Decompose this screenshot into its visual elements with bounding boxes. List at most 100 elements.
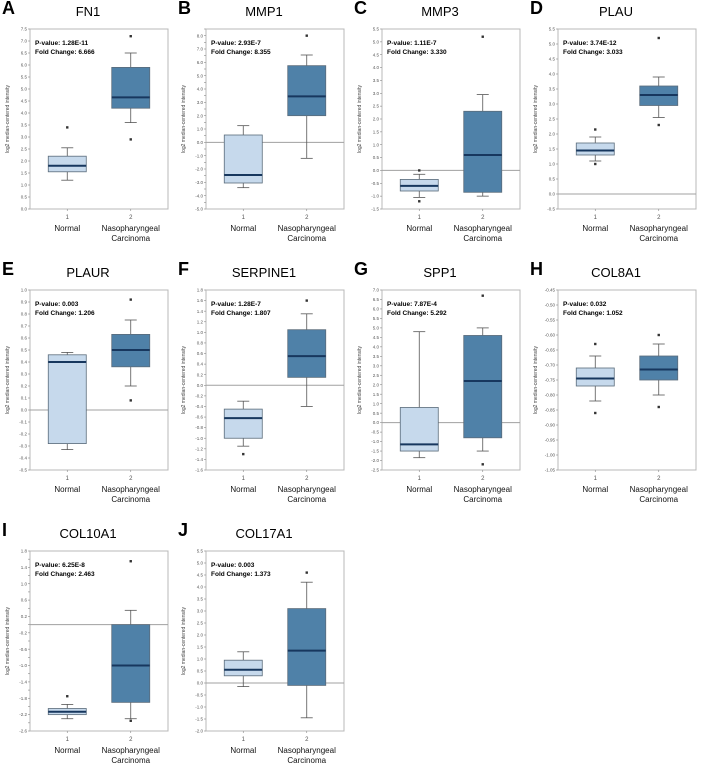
box-normal <box>575 128 615 166</box>
outlier-point <box>129 719 132 722</box>
gene-title: MMP3 <box>421 4 459 19</box>
outlier-point <box>657 333 660 337</box>
box-normal <box>223 400 263 456</box>
panel-C: C MMP3 log2 median-centered intensity -1.5-… <box>352 0 528 261</box>
svg-text:-0.60: -0.60 <box>545 333 556 338</box>
outlier-point <box>129 138 132 141</box>
svg-text:4.0: 4.0 <box>197 87 204 92</box>
box-normal <box>399 331 439 459</box>
outlier-point <box>418 200 421 203</box>
svg-text:-1.2: -1.2 <box>195 446 203 451</box>
svg-text:-0.1: -0.1 <box>19 420 27 425</box>
boxplot-SPP1: log2 median-centered intensity -2.5 -2.0 -1… <box>357 288 521 504</box>
box-carcinoma <box>287 34 327 159</box>
plot-area <box>205 289 345 471</box>
p-value-label: P-value: 2.93E-7 <box>211 40 261 47</box>
fold-change-label: Fold Change: 1.807 <box>211 310 271 317</box>
svg-text:0.4: 0.4 <box>197 362 204 367</box>
svg-text:-0.5: -0.5 <box>371 430 379 435</box>
category-label: Carcinoma <box>287 234 326 243</box>
svg-text:2.0: 2.0 <box>373 382 380 387</box>
svg-text:5.0: 5.0 <box>373 325 380 330</box>
outlier-point <box>129 560 132 563</box>
panel-letter: G <box>354 259 369 279</box>
box-normal <box>223 651 263 688</box>
box-normal <box>223 125 263 189</box>
svg-text:5.5: 5.5 <box>21 75 28 80</box>
category-label: Normal <box>582 224 608 233</box>
svg-text:-0.8: -0.8 <box>195 425 203 430</box>
category-label: Nasopharyngeal <box>630 485 688 494</box>
boxplot-COL17A1: log2 median-centered intensity -2.0 -1.5 -1… <box>181 549 345 765</box>
svg-text:-0.55: -0.55 <box>545 318 556 323</box>
svg-text:-0.90: -0.90 <box>545 423 556 428</box>
category-label: Carcinoma <box>287 495 326 504</box>
svg-text:-0.2: -0.2 <box>19 432 27 437</box>
panel-J: J COL17A1 log2 median-centered intensity -2… <box>176 520 352 783</box>
panel-H: H COL8A1 log2 median-centered intensity -1.… <box>528 259 704 522</box>
fold-change-label: Fold Change: 1.373 <box>211 571 271 578</box>
svg-text:1.5: 1.5 <box>549 147 556 152</box>
outlier-point <box>129 399 132 402</box>
x-tick-label: 1 <box>66 476 70 482</box>
svg-text:0.0: 0.0 <box>197 681 204 686</box>
fold-change-label: Fold Change: 1.052 <box>563 310 623 317</box>
svg-text:-0.50: -0.50 <box>545 303 556 308</box>
svg-text:6.0: 6.0 <box>21 63 28 68</box>
svg-text:7.0: 7.0 <box>197 47 204 52</box>
svg-text:-1.05: -1.05 <box>545 468 556 473</box>
box-normal <box>47 126 87 181</box>
svg-text:1.0: 1.0 <box>373 401 380 406</box>
svg-text:1.5: 1.5 <box>373 392 380 397</box>
category-label: Nasopharyngeal <box>102 485 160 494</box>
outlier-point <box>594 342 597 346</box>
svg-text:3.5: 3.5 <box>549 87 556 92</box>
category-label: Carcinoma <box>463 495 502 504</box>
y-axis-label: log2 median-centered intensity <box>5 345 11 414</box>
svg-text:1.4: 1.4 <box>21 565 28 570</box>
svg-text:4.5: 4.5 <box>549 57 556 62</box>
svg-text:0.5: 0.5 <box>21 348 28 353</box>
gene-title: COL10A1 <box>59 526 117 541</box>
box-normal <box>575 342 615 415</box>
y-axis-label: log2 median-centered intensity <box>5 84 11 153</box>
category-label: Carcinoma <box>639 495 678 504</box>
svg-text:5.0: 5.0 <box>197 73 204 78</box>
svg-text:-0.70: -0.70 <box>545 363 556 368</box>
svg-text:-1.5: -1.5 <box>371 449 379 454</box>
svg-text:-0.4: -0.4 <box>19 456 27 461</box>
box-carcinoma <box>463 294 503 466</box>
outlier-point <box>594 128 597 131</box>
svg-text:-0.85: -0.85 <box>545 408 556 413</box>
svg-text:2.0: 2.0 <box>373 117 380 122</box>
svg-text:6.0: 6.0 <box>197 60 204 65</box>
p-value-label: P-value: 0.003 <box>35 301 79 308</box>
outlier-point <box>657 36 660 40</box>
svg-text:2.0: 2.0 <box>21 159 28 164</box>
category-label: Nasopharyngeal <box>454 485 512 494</box>
outlier-point <box>594 162 597 166</box>
svg-text:-4.0: -4.0 <box>195 193 203 198</box>
panel-D: D PLAU log2 median-centered intensity -0.5 0… <box>528 0 704 261</box>
category-label: Nasopharyngeal <box>102 224 160 233</box>
svg-text:5.5: 5.5 <box>549 27 556 32</box>
svg-text:-0.5: -0.5 <box>19 468 27 473</box>
plot-area <box>557 28 697 210</box>
p-value-label: P-value: 1.11E-7 <box>387 40 437 47</box>
category-label: Nasopharyngeal <box>454 224 512 233</box>
gene-title: SERPINE1 <box>231 265 297 280</box>
y-axis-label: log2 median-centered intensity <box>181 84 187 153</box>
category-label: Carcinoma <box>639 234 678 243</box>
panel-letter: C <box>354 0 367 18</box>
svg-text:-1.0: -1.0 <box>371 194 379 199</box>
svg-text:4.5: 4.5 <box>21 99 28 104</box>
panel-E: E PLAUR log2 median-centered intensity -0.5… <box>0 259 176 522</box>
x-tick-label: 1 <box>242 215 246 221</box>
gene-title: COL8A1 <box>591 265 641 280</box>
box-carcinoma <box>463 35 503 197</box>
outlier-point <box>481 294 484 297</box>
category-label: Normal <box>230 485 256 494</box>
outlier-point <box>418 169 421 172</box>
svg-text:0.0: 0.0 <box>373 420 380 425</box>
svg-text:0.3: 0.3 <box>21 372 28 377</box>
